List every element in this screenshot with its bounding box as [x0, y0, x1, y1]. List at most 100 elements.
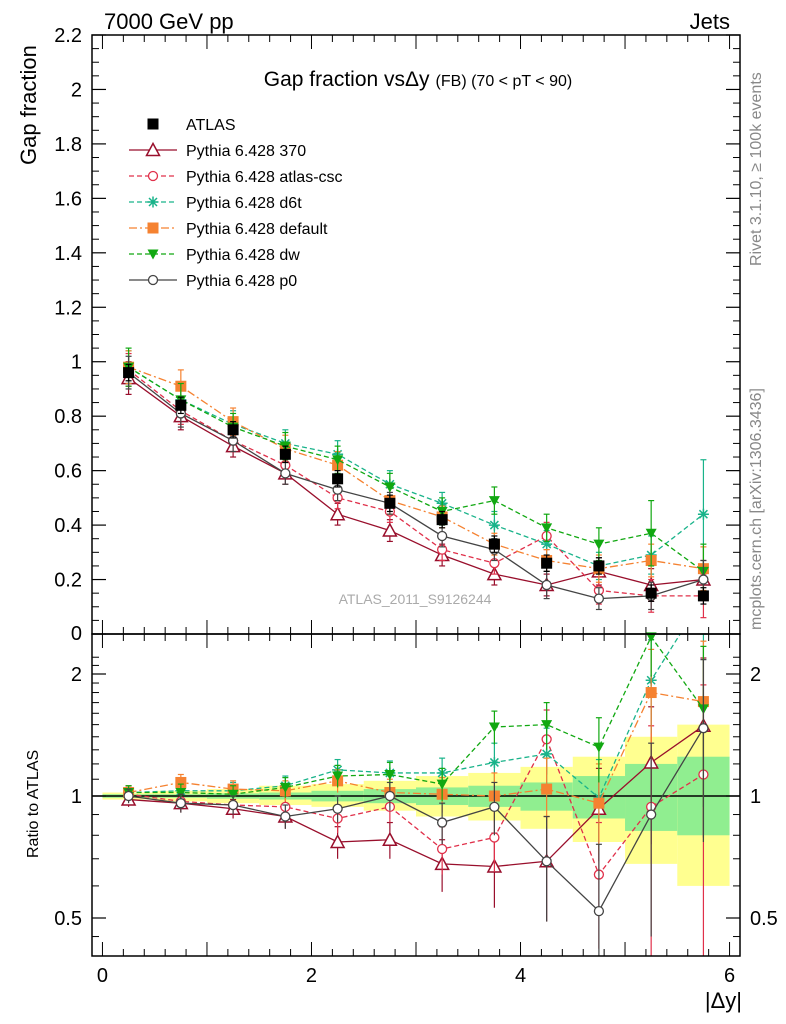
x-tick-label: 2: [306, 965, 317, 987]
legend-marker: [147, 170, 159, 182]
ratio-y-tick-label-right: 2: [750, 664, 761, 686]
data-point: [645, 528, 657, 539]
data-point: [332, 473, 344, 485]
legend-label: Pythia 6.428 default: [186, 221, 328, 238]
series-line: [128, 372, 704, 600]
x-axis-label: |Δy|: [705, 988, 742, 1013]
data-point: [279, 448, 291, 460]
x-tick-label: 6: [724, 965, 735, 987]
data-point: [332, 455, 344, 466]
data-point: [436, 514, 448, 526]
ratio-point: [382, 831, 398, 846]
legend-entry: Pythia 6.428 atlas-csc: [129, 169, 343, 186]
legend-marker: [145, 141, 161, 157]
ratio-line: [128, 634, 681, 799]
series-line: [128, 366, 704, 572]
header-left: 7000 GeV pp: [104, 9, 234, 34]
data-point: [382, 522, 398, 537]
axes: 0 0.2 0.4 0.6 0.8 1 1.2 1.4 1.6 1.8 2 2.2 0 2 4 6 0.5 0.5…: [54, 25, 778, 987]
ratio-point: [541, 720, 553, 731]
main-y-tick-label: 1.2: [54, 297, 82, 319]
ratio-line: [128, 691, 704, 804]
ratio-point: [280, 811, 291, 822]
series-3: [123, 350, 709, 581]
legend-marker: [147, 196, 159, 208]
data-point: [280, 468, 291, 479]
data-point: [384, 497, 396, 509]
main-y-tick-label: 2.2: [54, 25, 82, 47]
ratio-point: [175, 798, 186, 809]
legend-label: Pythia 6.428 p0: [186, 273, 297, 290]
ratio-point: [541, 783, 553, 795]
ratio-point: [227, 799, 239, 811]
data-point: [541, 523, 553, 534]
ratio-point: [384, 769, 396, 780]
main-panel: [120, 347, 712, 619]
main-y-tick-label: 1: [71, 352, 82, 374]
series-4: [123, 350, 709, 592]
ratio-point: [279, 782, 291, 793]
ratio-point: [593, 797, 605, 809]
ratio-y-tick-label: 0.5: [54, 908, 82, 930]
ratio-panel: [120, 632, 712, 956]
ratio-point: [175, 776, 187, 788]
data-point: [123, 367, 135, 379]
ratio-point: [175, 788, 187, 799]
legend-entry: ATLAS: [147, 117, 236, 134]
legend-marker: [147, 222, 159, 234]
legend-label: Pythia 6.428 dw: [186, 247, 300, 264]
legend-marker: [147, 249, 159, 260]
ratio-point: [593, 905, 605, 917]
main-y-tick-label: 0: [71, 623, 82, 645]
data-point: [645, 587, 657, 599]
main-y-tick-label: 0.2: [54, 570, 82, 592]
ratio-line: [128, 725, 704, 868]
data-point: [541, 579, 552, 591]
data-point: [593, 539, 605, 550]
data-point: [593, 560, 605, 572]
series-5: [123, 347, 709, 600]
data-point: [488, 496, 500, 507]
legend-entry: Pythia 6.428 p0: [129, 273, 297, 290]
data-point: [488, 519, 500, 531]
ratio-point: [332, 803, 343, 814]
main-y-tick-label: 0.6: [54, 461, 82, 483]
legend-marker: [147, 274, 159, 286]
ratio-point: [698, 723, 709, 734]
data-point: [384, 482, 396, 493]
main-y-tick-label: 1.8: [54, 134, 82, 156]
data-point: [697, 590, 709, 602]
ratio-line: [128, 635, 704, 795]
series-0: [123, 363, 709, 605]
data-point: [488, 538, 500, 550]
title-suffix: (FB) (70 < pT < 90): [436, 73, 573, 90]
ratio-ylabel: Ratio to ATLAS: [25, 750, 42, 858]
ratio-point: [645, 687, 657, 699]
ratio-point: [593, 742, 605, 753]
main-y-tick-label: 2: [71, 79, 82, 101]
legend: ATLAS Pythia 6.428 370 Pythia 6.428 atlas-…: [129, 117, 343, 290]
main-ylabel: Gap fraction: [16, 45, 41, 165]
data-point: [436, 530, 448, 542]
ratio-point: [436, 843, 448, 855]
title-main: Gap fraction vsΔy: [264, 68, 430, 91]
data-point: [697, 508, 709, 520]
ratio-point: [646, 809, 657, 820]
series-line: [128, 366, 704, 570]
ratio-y-tick-label-right: 0.5: [750, 908, 778, 930]
data-point: [541, 557, 553, 569]
ratio-point: [541, 748, 553, 760]
ratio-y-tick-label-right: 1: [750, 786, 761, 808]
main-y-tick-label: 0.4: [54, 515, 82, 537]
data-point: [175, 399, 187, 411]
ratio-point: [332, 771, 344, 782]
plot-title: Gap fraction vsΔy (FB) (70 < pT < 90): [264, 68, 572, 91]
legend-label: Pythia 6.428 d6t: [186, 195, 302, 212]
ratio-point: [123, 790, 134, 802]
x-tick-label: 0: [97, 965, 108, 987]
mcplots-label: mcplots.cern.ch [arXiv:1306.3436]: [748, 388, 765, 630]
x-tick-label: 4: [515, 965, 526, 987]
series-line: [128, 377, 704, 586]
ratio-point: [488, 756, 500, 768]
ratio-point: [489, 801, 500, 813]
